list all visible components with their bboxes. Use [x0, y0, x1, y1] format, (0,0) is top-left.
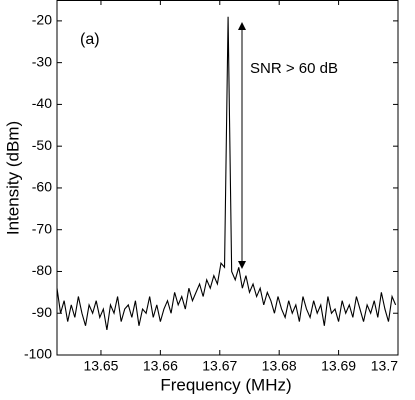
- plot-frame: [56, 0, 399, 356]
- y-tick-label: -80: [32, 262, 52, 278]
- x-tick-label: 13.7: [371, 358, 398, 374]
- snr-annotation: SNR > 60 dB: [250, 60, 338, 77]
- x-tick-label: 13.67: [202, 358, 237, 374]
- x-tick-label: 13.66: [143, 358, 178, 374]
- x-axis-label: Frequency (MHz): [160, 375, 291, 394]
- y-tick-label: -60: [32, 179, 52, 195]
- y-tick-label: -40: [32, 95, 52, 111]
- y-tick-label: -50: [32, 137, 52, 153]
- y-tick-label: -100: [24, 346, 52, 362]
- x-tick-label: 13.65: [83, 358, 118, 374]
- y-tick-label: -20: [32, 12, 52, 28]
- x-tick-label: 13.69: [321, 358, 356, 374]
- y-tick-label: -30: [32, 53, 52, 69]
- x-tick-label: 13.68: [262, 358, 297, 374]
- y-tick-label: -90: [32, 304, 52, 320]
- panel-label: (a): [80, 31, 100, 48]
- y-tick-label: -70: [32, 220, 52, 236]
- spectrum-line: [56, 16, 397, 331]
- y-axis-label: Intensity (dBm): [3, 121, 22, 235]
